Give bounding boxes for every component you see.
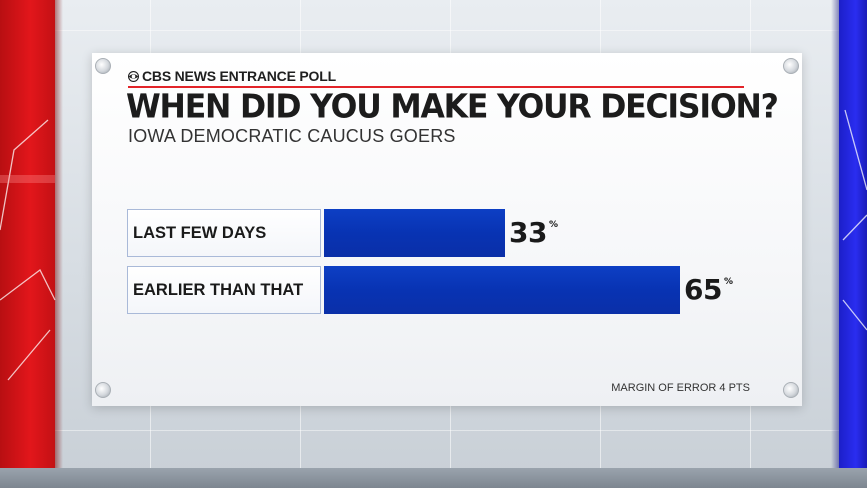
value-label: 33% <box>509 216 558 249</box>
chart-subtitle: IOWA DEMOCRATIC CAUCUS GOERS <box>128 126 456 146</box>
bar <box>324 266 680 314</box>
brand-header: CBS NEWS ENTRANCE POLL <box>128 66 336 86</box>
bolt-icon <box>783 58 799 74</box>
red-panel-stripe <box>0 175 55 183</box>
red-panel-shadow <box>55 0 63 488</box>
category-label: LAST FEW DAYS <box>127 209 321 257</box>
wall-panel-line <box>0 30 867 31</box>
value-number: 33 <box>509 216 547 249</box>
margin-of-error-note: MARGIN OF ERROR 4 PTS <box>611 382 750 394</box>
value-number: 65 <box>684 273 722 306</box>
value-label: 65% <box>684 273 733 306</box>
bar <box>324 209 505 257</box>
bolt-icon <box>95 58 111 74</box>
cbs-eye-icon <box>128 70 139 82</box>
wall-panel-line <box>0 430 867 431</box>
percent-sign: % <box>548 220 558 230</box>
percent-sign: % <box>723 277 733 287</box>
category-label: EARLIER THAN THAT <box>127 266 321 314</box>
studio-floor <box>0 468 867 488</box>
red-panel-star-line <box>0 119 49 231</box>
red-panel-star-line <box>0 269 56 301</box>
chart-title: WHEN DID YOU MAKE YOUR DECISION? <box>126 88 779 126</box>
brand-label: CBS NEWS ENTRANCE POLL <box>142 68 336 84</box>
bolt-icon <box>95 382 111 398</box>
red-side-panel <box>0 0 55 488</box>
blue-panel-shadow <box>831 0 839 488</box>
blue-panel-star-line <box>844 109 867 191</box>
poll-board: CBS NEWS ENTRANCE POLL WHEN DID YOU MAKE… <box>92 53 802 406</box>
blue-panel-star-line <box>842 299 867 331</box>
blue-side-panel <box>839 0 867 488</box>
brand-rule <box>128 86 744 88</box>
bolt-icon <box>783 382 799 398</box>
red-panel-star-line <box>7 329 51 381</box>
blue-panel-star-line <box>842 214 867 241</box>
